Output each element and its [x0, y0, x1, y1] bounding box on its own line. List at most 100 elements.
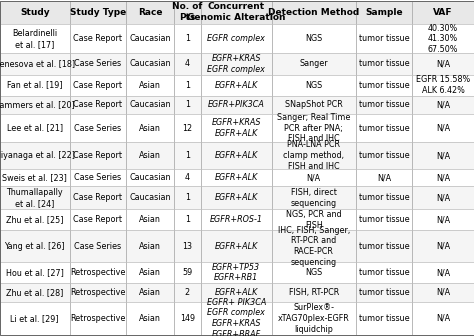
Text: Hou et al. [27]: Hou et al. [27] — [6, 268, 64, 277]
Bar — [174, 114, 201, 142]
Bar — [70, 1, 127, 24]
Text: Case Series: Case Series — [74, 173, 121, 182]
Bar — [201, 262, 272, 283]
Bar — [127, 302, 174, 335]
Bar — [412, 283, 474, 302]
Bar — [272, 53, 356, 75]
Text: Caucasian: Caucasian — [129, 100, 171, 110]
Bar — [174, 302, 201, 335]
Bar — [201, 1, 272, 24]
Text: Asian: Asian — [139, 242, 161, 251]
Text: N/A: N/A — [436, 242, 450, 251]
Bar — [356, 96, 412, 114]
Bar — [0, 169, 474, 186]
Bar — [70, 262, 127, 283]
Text: tumor tissue: tumor tissue — [359, 124, 409, 133]
Text: Asian: Asian — [139, 151, 161, 160]
Bar — [412, 114, 474, 142]
Text: Thumallapally
et al. [24]: Thumallapally et al. [24] — [7, 188, 63, 208]
Bar — [0, 186, 474, 209]
Bar — [201, 283, 272, 302]
Text: Case Series: Case Series — [74, 242, 121, 251]
Bar — [412, 209, 474, 230]
Text: FISH, direct
sequencing: FISH, direct sequencing — [291, 188, 337, 208]
Text: 4: 4 — [185, 173, 190, 182]
Text: FISH, RT-PCR: FISH, RT-PCR — [289, 288, 339, 297]
Text: Asian: Asian — [139, 268, 161, 277]
Bar — [127, 283, 174, 302]
Text: Sweis et al. [23]: Sweis et al. [23] — [2, 173, 67, 182]
Bar — [356, 24, 412, 53]
Text: EGFR+ALK: EGFR+ALK — [215, 242, 258, 251]
Bar — [412, 302, 474, 335]
Text: 13: 13 — [182, 242, 192, 251]
Text: N/A: N/A — [377, 173, 391, 182]
Text: Retrospective: Retrospective — [70, 268, 126, 277]
Text: 2: 2 — [185, 288, 190, 297]
Bar — [0, 96, 474, 114]
Text: Yang et al. [26]: Yang et al. [26] — [4, 242, 65, 251]
Bar — [356, 53, 412, 75]
Bar — [201, 209, 272, 230]
Bar — [70, 283, 127, 302]
Text: EGFR+TP53
EGFR+RB1: EGFR+TP53 EGFR+RB1 — [212, 263, 260, 282]
Text: Case Report: Case Report — [73, 81, 122, 90]
Text: Asian: Asian — [139, 288, 161, 297]
Bar — [356, 283, 412, 302]
Text: EGFR+ALK: EGFR+ALK — [215, 193, 258, 202]
Bar — [70, 24, 127, 53]
Text: 4: 4 — [185, 59, 190, 69]
Text: N/A: N/A — [436, 173, 450, 182]
Text: 1: 1 — [185, 100, 190, 110]
Bar — [174, 24, 201, 53]
Text: Case Report: Case Report — [73, 100, 122, 110]
Text: tumor tissue: tumor tissue — [359, 242, 409, 251]
Text: EGFR complex: EGFR complex — [207, 34, 265, 43]
Text: EGFR+KRAS
EGFR+ALK: EGFR+KRAS EGFR+ALK — [211, 118, 261, 138]
Bar — [0, 114, 70, 142]
Bar — [70, 302, 127, 335]
Bar — [70, 142, 127, 169]
Bar — [201, 142, 272, 169]
Text: Detection Method: Detection Method — [268, 8, 359, 17]
Bar — [0, 262, 70, 283]
Bar — [272, 75, 356, 96]
Bar — [272, 262, 356, 283]
Bar — [127, 53, 174, 75]
Bar — [127, 75, 174, 96]
Bar — [127, 169, 174, 186]
Bar — [356, 209, 412, 230]
Text: EGFR+ROS-1: EGFR+ROS-1 — [210, 215, 263, 224]
Text: Case Report: Case Report — [73, 193, 122, 202]
Text: Retrospective: Retrospective — [70, 288, 126, 297]
Bar — [127, 209, 174, 230]
Text: N/A: N/A — [307, 173, 321, 182]
Text: Caucasian: Caucasian — [129, 59, 171, 69]
Text: N/A: N/A — [436, 268, 450, 277]
Text: N/A: N/A — [436, 193, 450, 202]
Bar — [0, 75, 474, 96]
Bar — [201, 114, 272, 142]
Bar — [174, 262, 201, 283]
Bar — [272, 1, 356, 24]
Bar — [201, 53, 272, 75]
Text: No. of
Pts: No. of Pts — [172, 2, 202, 23]
Text: Study Type: Study Type — [70, 8, 126, 17]
Bar — [0, 114, 474, 142]
Text: 1: 1 — [185, 81, 190, 90]
Text: tumor tissue: tumor tissue — [359, 100, 409, 110]
Text: Case Report: Case Report — [73, 215, 122, 224]
Bar — [356, 114, 412, 142]
Text: Caucasian: Caucasian — [129, 34, 171, 43]
Bar — [412, 262, 474, 283]
Text: N/A: N/A — [436, 215, 450, 224]
Bar — [272, 230, 356, 262]
Bar — [201, 96, 272, 114]
Text: Benesova et al. [18]: Benesova et al. [18] — [0, 59, 75, 69]
Bar — [0, 96, 70, 114]
Text: Li et al. [29]: Li et al. [29] — [10, 314, 59, 323]
Text: 149: 149 — [180, 314, 195, 323]
Bar — [412, 75, 474, 96]
Text: IHC, FISH, Sanger,
RT-PCR and
RACE-PCR
sequencing: IHC, FISH, Sanger, RT-PCR and RACE-PCR s… — [277, 225, 350, 267]
Text: Race: Race — [138, 8, 163, 17]
